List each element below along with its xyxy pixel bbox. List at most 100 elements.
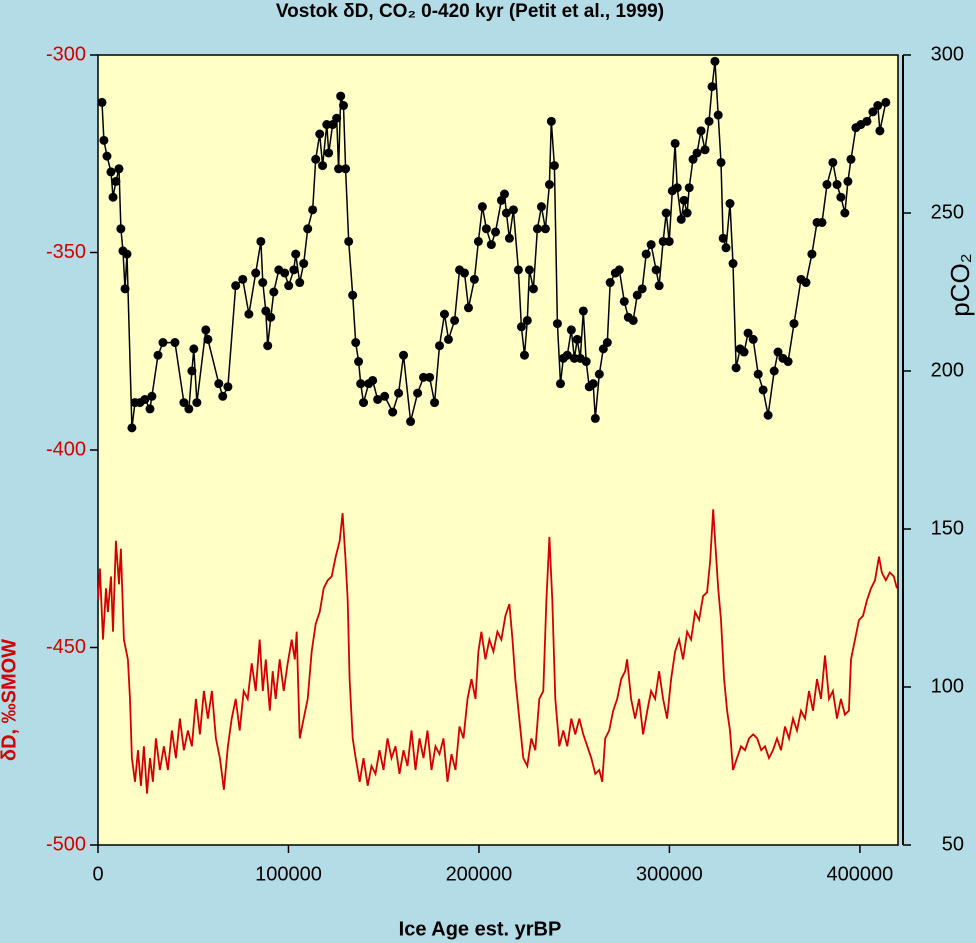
data-point <box>843 176 853 186</box>
y-tick-label: -400 <box>46 438 86 460</box>
data-point <box>491 227 501 237</box>
data-point <box>873 101 883 111</box>
data-point <box>868 107 878 117</box>
x-tick-label: 100000 <box>255 863 322 885</box>
series-line <box>97 509 898 794</box>
data-point <box>532 224 542 234</box>
data-point <box>122 249 132 259</box>
data-point <box>758 385 768 395</box>
data-point <box>721 243 731 253</box>
data-point <box>670 138 680 148</box>
data-point <box>549 161 559 171</box>
data-point <box>99 135 109 145</box>
data-point <box>544 180 554 190</box>
data-point <box>836 192 846 202</box>
data-point <box>748 334 758 344</box>
data-point <box>817 217 827 227</box>
data-point <box>413 388 423 398</box>
data-point <box>114 164 124 174</box>
data-point <box>303 224 313 234</box>
data-point <box>97 97 107 107</box>
data-point <box>170 338 180 348</box>
data-point <box>443 334 453 344</box>
data-point <box>651 265 661 275</box>
data-point <box>725 199 735 209</box>
data-point <box>108 192 118 202</box>
data-point <box>739 347 749 357</box>
data-point <box>116 224 126 234</box>
data-point <box>332 113 342 123</box>
data-point <box>704 116 714 126</box>
data-point <box>661 208 671 218</box>
data-point <box>486 240 496 250</box>
data-point <box>187 366 197 376</box>
data-point <box>602 338 612 348</box>
data-point <box>258 278 268 288</box>
data-point <box>459 268 469 278</box>
data-point <box>728 259 738 269</box>
data-point <box>536 202 546 212</box>
data-point <box>753 369 763 379</box>
data-point <box>501 208 511 218</box>
data-point <box>773 347 783 357</box>
data-point <box>339 101 349 111</box>
data-point <box>875 126 885 136</box>
data-point <box>572 334 582 344</box>
y2-tick-label: 100 <box>931 675 964 697</box>
plot-area <box>97 54 899 846</box>
data-point <box>359 398 369 408</box>
data-point <box>654 281 664 291</box>
data-point <box>263 341 273 351</box>
data-point <box>807 249 817 259</box>
data-point <box>528 284 538 294</box>
y2-tick-label: 250 <box>931 201 964 223</box>
y2-tick-label: 300 <box>931 43 964 65</box>
data-point <box>684 183 694 193</box>
data-point <box>289 265 299 275</box>
data-point <box>588 379 598 389</box>
data-point <box>641 249 651 259</box>
data-point <box>566 325 576 335</box>
x-axis-label: Ice Age est. yrBP <box>399 918 562 940</box>
data-point <box>707 82 717 92</box>
data-point <box>710 56 720 66</box>
data-point <box>120 284 130 294</box>
data-point <box>354 357 364 367</box>
data-point <box>140 394 150 404</box>
data-point <box>261 306 271 316</box>
y2-axis-label: pCO₂ <box>945 253 975 317</box>
data-point <box>158 338 168 348</box>
data-point <box>524 265 534 275</box>
data-point <box>223 382 233 392</box>
data-point <box>251 268 261 278</box>
data-point <box>315 129 325 139</box>
data-point <box>299 259 309 269</box>
data-point <box>731 363 741 373</box>
data-point <box>783 357 793 367</box>
data-point <box>578 306 588 316</box>
data-point <box>828 157 838 167</box>
data-point <box>540 224 550 234</box>
data-point <box>546 116 556 126</box>
data-point <box>341 164 351 174</box>
y-tick-label: -300 <box>46 43 86 65</box>
data-point <box>238 274 248 284</box>
data-point <box>324 148 334 158</box>
data-point <box>516 322 526 332</box>
data-point <box>291 249 301 259</box>
data-point <box>590 413 600 423</box>
data-point <box>435 341 445 351</box>
data-point <box>351 338 361 348</box>
data-point <box>713 110 723 120</box>
data-point <box>822 180 832 190</box>
data-point <box>862 116 872 126</box>
data-point <box>430 398 440 408</box>
data-point <box>214 379 224 389</box>
data-point <box>743 328 753 338</box>
data-point <box>231 281 241 291</box>
data-point <box>481 224 491 234</box>
data-point <box>344 236 354 246</box>
data-point <box>519 350 529 360</box>
data-point <box>380 391 390 401</box>
